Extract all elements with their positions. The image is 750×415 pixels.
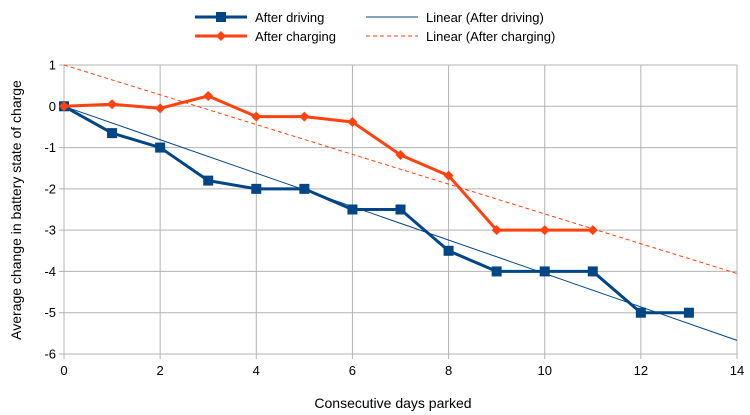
axes (59, 64, 738, 359)
y-tick-label: -2 (44, 181, 56, 196)
y-tick-label: -5 (44, 305, 56, 320)
data-point-after-driving (443, 245, 454, 256)
data-point-after-driving (251, 183, 262, 194)
data-point-after-driving (683, 307, 694, 318)
legend-item: Linear (After charging) (366, 29, 555, 44)
data-point-after-charging (491, 225, 502, 236)
x-axis-title: Consecutive days parked (314, 395, 471, 411)
x-tick-label: 8 (445, 363, 452, 378)
data-point-after-driving (539, 266, 550, 277)
legend-label: After driving (255, 10, 324, 25)
data-point-after-charging (587, 225, 598, 236)
data-point-after-driving (395, 204, 406, 215)
legend-marker (216, 31, 226, 41)
y-tick-label: -4 (44, 264, 56, 279)
data-point-after-driving (299, 183, 310, 194)
data-point-after-charging (539, 225, 550, 236)
y-tick-label: -3 (44, 223, 56, 238)
data-series (59, 90, 694, 318)
trendline-after-driving (63, 105, 738, 341)
data-point-after-driving (491, 266, 502, 277)
y-tick-label: -6 (44, 347, 56, 362)
legend-label: Linear (After charging) (426, 29, 555, 44)
x-tick-label: 12 (634, 363, 648, 378)
data-point-after-charging (347, 116, 358, 127)
x-tick-label: 6 (349, 363, 356, 378)
data-point-after-driving (635, 307, 646, 318)
data-point-after-charging (251, 111, 262, 122)
y-axis-title: Average change in battery state of charg… (8, 80, 24, 340)
legend-item: After charging (195, 29, 336, 44)
series-line-after-charging (63, 94, 593, 232)
data-point-after-charging (395, 150, 406, 161)
data-point-after-charging (155, 103, 166, 114)
series-line-after-driving (63, 104, 689, 315)
legend-label: Linear (After driving) (426, 10, 544, 25)
tick-labels: 10-1-2-3-4-5-60 2 4 6 8 10 12 14 (44, 58, 744, 379)
data-point-after-driving (203, 175, 214, 186)
x-tick-label: 2 (157, 363, 164, 378)
y-tick-label: 0 (49, 99, 56, 114)
data-point-after-charging (443, 170, 454, 181)
data-point-after-driving (107, 128, 118, 139)
legend-item: After driving (195, 10, 324, 25)
x-tick-label: 0 (60, 363, 67, 378)
x-tick-label: 14 (730, 363, 744, 378)
data-point-after-charging (299, 111, 310, 122)
trendlines (63, 64, 738, 341)
x-tick-label: 4 (253, 363, 260, 378)
legend: After driving Linear (After driving) After… (195, 10, 555, 44)
data-point-after-charging (203, 90, 214, 101)
data-point-after-driving (587, 266, 598, 277)
series-after-charging (59, 90, 598, 236)
legend-marker (216, 12, 226, 22)
data-point-after-charging (59, 101, 69, 112)
trendline-after-charging (63, 64, 738, 274)
y-tick-label: -1 (44, 140, 56, 155)
x-tick-label: 10 (537, 363, 551, 378)
y-tick-label: 1 (49, 58, 56, 73)
legend-item: Linear (After driving) (366, 10, 544, 25)
legend-label: After charging (255, 29, 336, 44)
series-after-driving (59, 101, 694, 318)
data-point-after-driving (347, 204, 358, 215)
data-point-after-driving (155, 142, 166, 153)
data-point-after-charging (107, 99, 118, 110)
